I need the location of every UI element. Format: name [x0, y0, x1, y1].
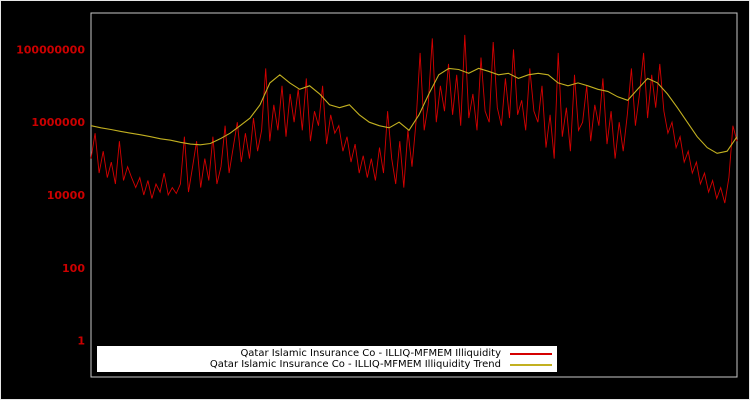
legend-item-illiquidity: Qatar Islamic Insurance Co - ILLIQ-MFMEM…	[102, 348, 552, 359]
series-trend-line	[90, 67, 738, 154]
y-axis-tick-label: 100000000	[16, 43, 85, 56]
legend-line-sample-trend	[510, 363, 552, 366]
series-illiquidity-line	[90, 34, 738, 204]
legend-item-trend: Qatar Islamic Insurance Co - ILLIQ-MFMEM…	[102, 359, 552, 370]
plot-border	[90, 12, 738, 378]
legend: Qatar Islamic Insurance Co - ILLIQ-MFMEM…	[97, 346, 557, 372]
legend-line-sample-illiquidity	[510, 352, 552, 355]
y-axis-tick-labels: 1 100 10000 1000000 100000000	[16, 43, 85, 347]
y-axis-tick-label: 1000000	[31, 116, 85, 129]
legend-label-illiquidity: Qatar Islamic Insurance Co - ILLIQ-MFMEM…	[240, 348, 501, 359]
legend-label-trend: Qatar Islamic Insurance Co - ILLIQ-MFMEM…	[209, 359, 501, 370]
y-axis-tick-label: 100	[62, 262, 85, 275]
y-axis-tick-label: 10000	[47, 189, 86, 202]
y-axis-tick-label: 1	[77, 335, 85, 348]
